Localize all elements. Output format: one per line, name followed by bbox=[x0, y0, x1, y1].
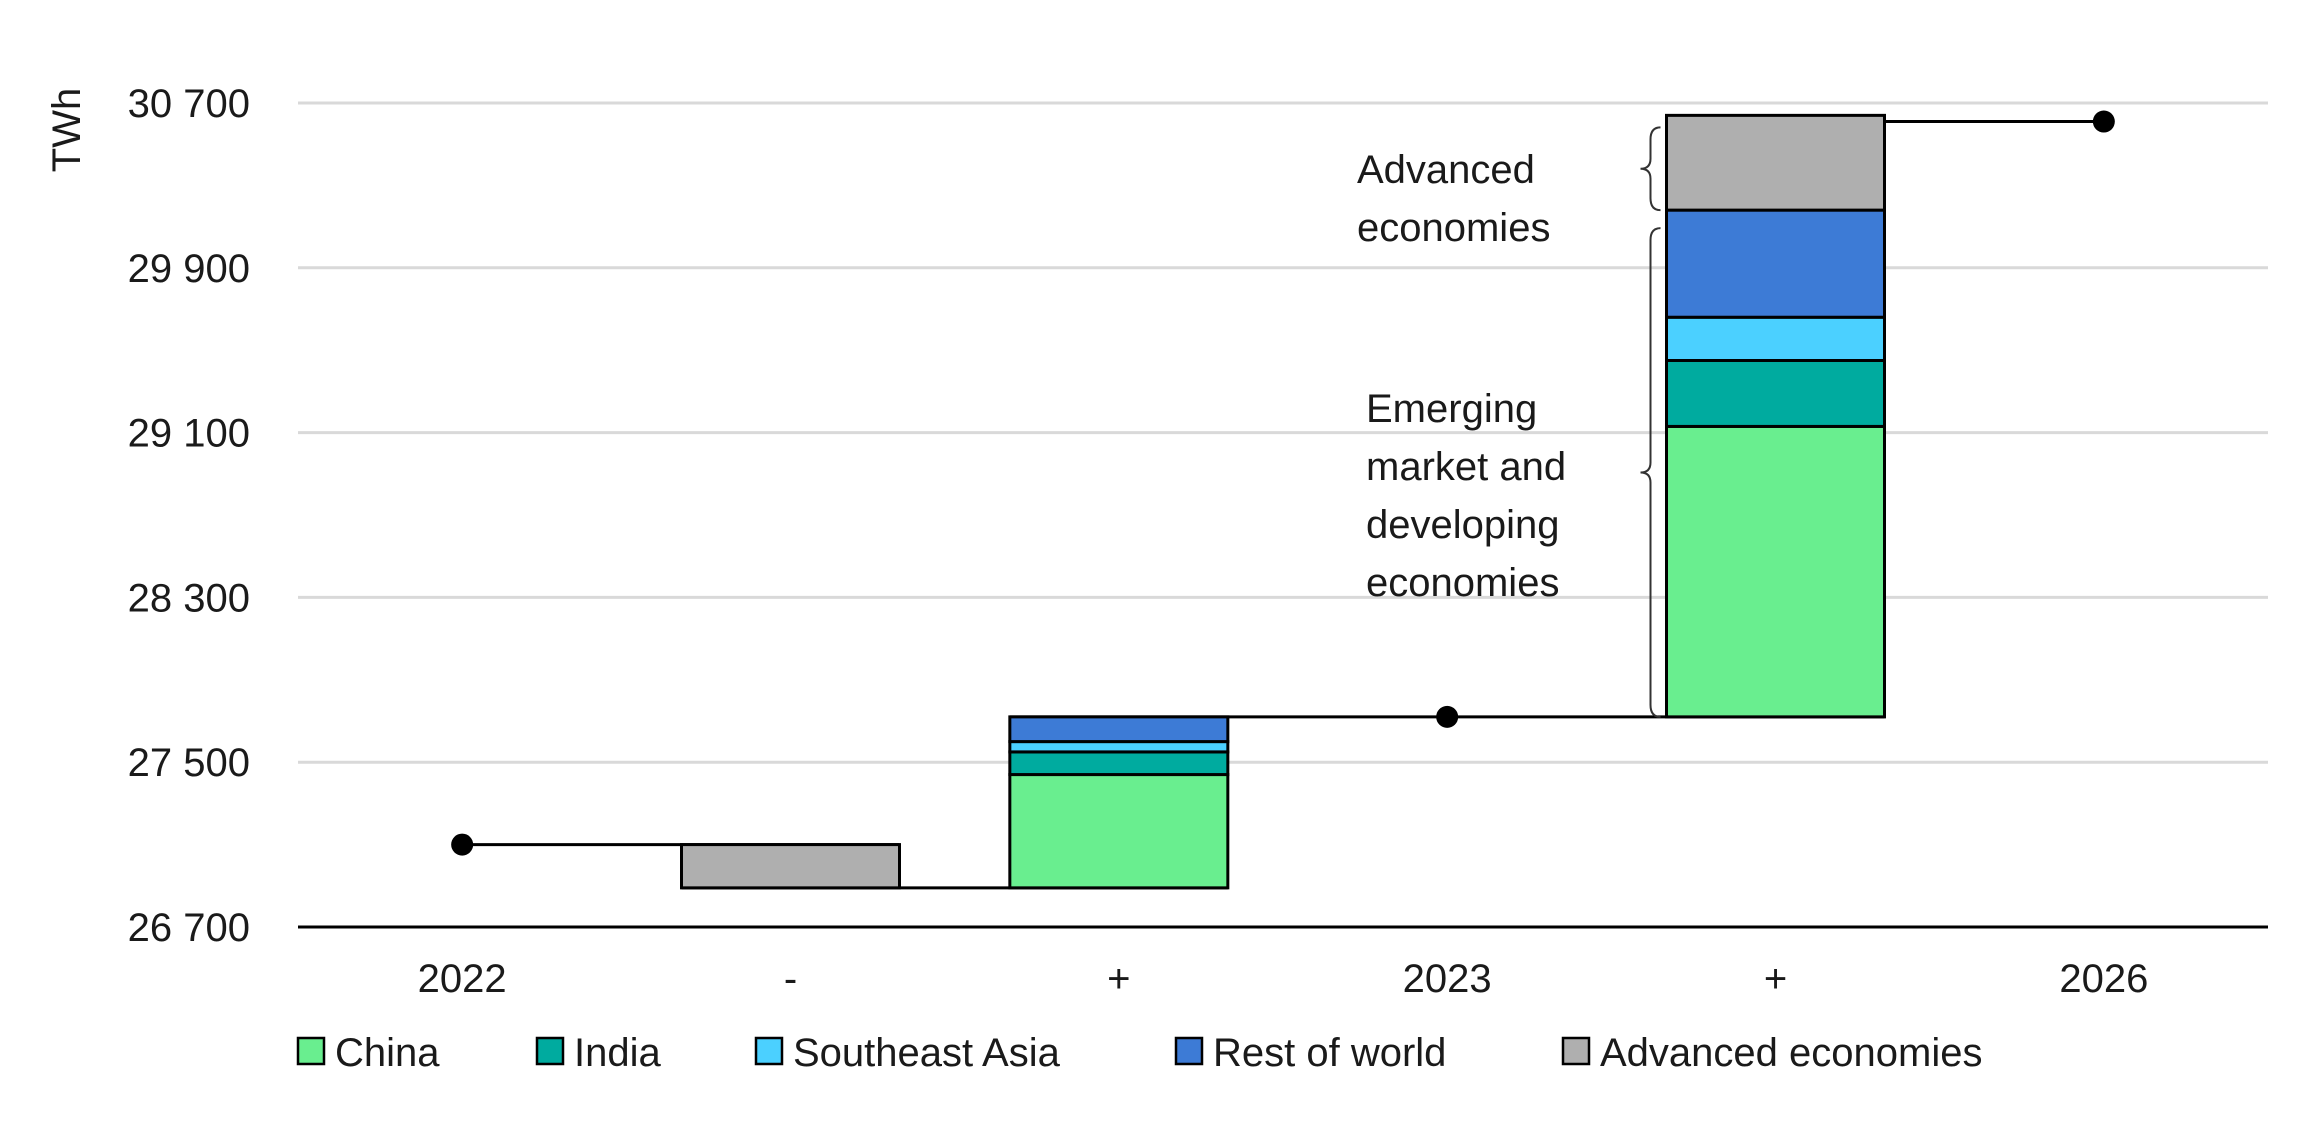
y-tick-label: 28 300 bbox=[128, 576, 250, 620]
legend-swatch bbox=[296, 1036, 326, 1066]
legend-item-india: India bbox=[535, 1031, 661, 1075]
annotations: Advanced economies Emerging market and devel… bbox=[1357, 126, 1661, 718]
x-tick-label: 2022 bbox=[418, 957, 507, 1001]
bar-segment-advanced-economies bbox=[1665, 113, 1886, 212]
bar-segment-india bbox=[1008, 750, 1230, 777]
annotation-text: market and bbox=[1366, 445, 1566, 489]
bar-segment-china bbox=[1665, 424, 1886, 719]
y-tick-label: 27 500 bbox=[128, 741, 250, 785]
bar-segment-rest-of-world bbox=[1008, 715, 1230, 744]
total-point-2023 bbox=[1436, 705, 1459, 728]
bars bbox=[680, 113, 1886, 890]
legend-label: Southeast Asia bbox=[793, 1031, 1061, 1075]
y-axis-label: TWh bbox=[45, 88, 89, 172]
legend-swatch bbox=[535, 1036, 565, 1066]
legend-label: China bbox=[335, 1031, 440, 1075]
legend-item-china: China bbox=[296, 1031, 440, 1075]
legend-label: Rest of world bbox=[1213, 1031, 1446, 1075]
legend-item-advanced-economies: Advanced economies bbox=[1561, 1031, 1982, 1075]
x-tick-label: 2023 bbox=[1403, 957, 1492, 1001]
annotation-text: economies bbox=[1357, 206, 1550, 250]
brace-advanced-economies bbox=[1640, 126, 1661, 212]
legend: China India Southeast Asia Rest of world Adv… bbox=[296, 1031, 1982, 1075]
annotation-text: Advanced bbox=[1357, 148, 1535, 192]
axes: 26 700 27 500 28 300 29 100 29 900 30 700 TWh 2… bbox=[45, 82, 2268, 1001]
total-point-2026 bbox=[2092, 110, 2115, 133]
legend-swatch bbox=[754, 1036, 784, 1066]
y-tick-label: 26 700 bbox=[128, 906, 250, 950]
bar-segment-china bbox=[1008, 773, 1230, 890]
x-tick-label: 2026 bbox=[2059, 957, 2148, 1001]
bar-segment-southeast-asia bbox=[1665, 315, 1886, 362]
y-tick-label: 29 900 bbox=[128, 247, 250, 291]
y-tick-label: 30 700 bbox=[128, 82, 250, 126]
brace-emerging-economies bbox=[1640, 227, 1661, 718]
annotation-text: economies bbox=[1366, 561, 1559, 605]
legend-label: India bbox=[574, 1031, 661, 1075]
total-point-2022 bbox=[451, 833, 474, 856]
x-tick-label: + bbox=[1107, 957, 1130, 1001]
annotation-text: developing bbox=[1366, 503, 1560, 547]
bar-segment-india bbox=[1665, 359, 1886, 428]
total-points bbox=[451, 110, 2115, 856]
y-tick-label: 29 100 bbox=[128, 412, 250, 456]
bar-segment-advanced-economies bbox=[680, 843, 901, 890]
x-tick-label: - bbox=[784, 957, 797, 1001]
x-tick-label: + bbox=[1764, 957, 1787, 1001]
legend-swatch bbox=[1561, 1036, 1591, 1066]
gridlines bbox=[298, 101, 2268, 764]
legend-swatch bbox=[1174, 1036, 1204, 1066]
legend-item-southeast-asia: Southeast Asia bbox=[754, 1031, 1061, 1075]
legend-item-rest-of-world: Rest of world bbox=[1174, 1031, 1446, 1075]
bar-segment-southeast-asia bbox=[1008, 740, 1230, 754]
legend-label: Advanced economies bbox=[1600, 1031, 1982, 1075]
bar-segment-rest-of-world bbox=[1665, 208, 1886, 319]
annotation-text: Emerging bbox=[1366, 387, 1537, 431]
